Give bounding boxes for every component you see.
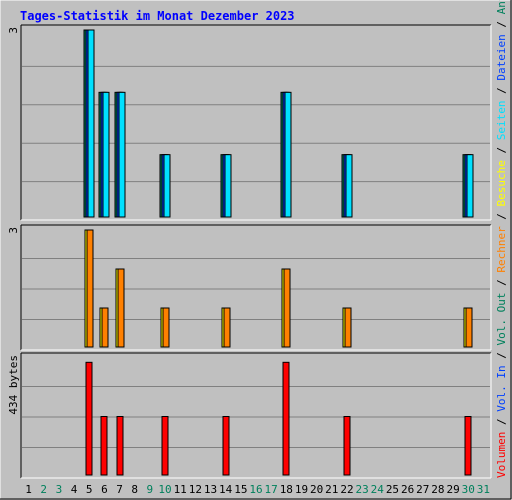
legend-entry: Seiten — [495, 100, 508, 140]
bar-seiten-day-30 — [466, 154, 474, 218]
x-tick-label: 4 — [71, 483, 78, 496]
x-tick-label: 9 — [147, 483, 154, 496]
x-tick-label: 18 — [280, 483, 293, 496]
x-tick-label: 22 — [340, 483, 353, 496]
bar-seiten-day-6 — [102, 91, 110, 218]
legend-separator: / — [495, 81, 508, 101]
bar-volumen-day-14 — [222, 416, 230, 476]
bar-seiten-day-18 — [284, 91, 292, 218]
legend-entry: Besuche — [495, 160, 508, 206]
panel-area — [21, 353, 491, 478]
panel-middle: 3 — [7, 224, 492, 351]
x-tick-label: 11 — [174, 483, 187, 496]
x-axis-day-labels: 1 2 3 4 5 6 7 8 9 10 11 12 13 14 15 16 17 18 19 20 21 22 23 24 2… — [25, 483, 490, 496]
x-tick-label: 15 — [234, 483, 247, 496]
x-tick-label: 27 — [416, 483, 429, 496]
bar-volumen-day-22 — [343, 416, 351, 476]
bar-rechner-day-7 — [117, 268, 125, 348]
panel-top: 3 — [7, 24, 492, 221]
bar-rechner-day-22 — [344, 307, 352, 348]
legend-separator: / — [495, 206, 508, 226]
bar-seiten-day-22 — [345, 154, 353, 218]
x-tick-label: 5 — [86, 483, 93, 496]
x-tick-label: 28 — [431, 483, 444, 496]
panel-bottom: 434 bytes — [7, 352, 492, 479]
bar-volumen-day-6 — [100, 416, 108, 476]
x-tick-label: 17 — [265, 483, 278, 496]
y-max-label: 434 bytes — [7, 355, 20, 415]
x-tick-label: 31 — [477, 483, 490, 496]
panel-area — [21, 225, 491, 350]
bar-volumen-day-5 — [85, 361, 93, 476]
bar-rechner-day-30 — [465, 307, 473, 348]
bar-volumen-day-18 — [282, 361, 290, 476]
chart-title: Tages-Statistik im Monat Dezember 2023 — [20, 9, 295, 23]
bar-seiten-day-7 — [118, 91, 126, 218]
legend-separator: / — [495, 140, 508, 160]
bar-rechner-day-6 — [101, 307, 109, 348]
legend-entry: Dateien — [495, 34, 508, 80]
legend-entry: Rechner — [495, 226, 508, 273]
x-tick-label: 13 — [204, 483, 217, 496]
legend-entry: Vol. Out — [495, 293, 508, 346]
legend-entry: Vol. In — [495, 365, 508, 411]
x-tick-label: 1 — [25, 483, 32, 496]
bar-seiten-day-5 — [87, 29, 95, 218]
x-tick-label: 8 — [131, 483, 138, 496]
legend-separator: / — [495, 14, 508, 34]
bar-volumen-day-10 — [161, 416, 169, 476]
x-tick-label: 19 — [295, 483, 308, 496]
x-tick-label: 12 — [189, 483, 202, 496]
legend-entry: Volumen — [495, 432, 508, 478]
legend-text: Volumen / Vol. In / Vol. Out / Rechner /… — [495, 0, 508, 478]
legend-entry: Anfragen — [495, 0, 508, 14]
bar-rechner-day-10 — [162, 307, 170, 348]
bar-seiten-day-10 — [163, 154, 171, 218]
x-tick-label: 3 — [56, 483, 63, 496]
bar-seiten-day-14 — [224, 154, 232, 218]
legend-separator: / — [495, 273, 508, 293]
bar-rechner-day-18 — [283, 268, 291, 348]
legend-separator: / — [495, 412, 508, 432]
x-tick-label: 2 — [40, 483, 47, 496]
x-tick-label: 26 — [401, 483, 414, 496]
y-max-label: 3 — [7, 227, 20, 234]
x-tick-label: 25 — [386, 483, 399, 496]
x-tick-label: 30 — [462, 483, 475, 496]
x-tick-label: 6 — [101, 483, 108, 496]
x-tick-label: 10 — [158, 483, 171, 496]
bar-rechner-day-14 — [223, 307, 231, 348]
bar-volumen-day-30 — [464, 416, 472, 476]
right-legend: Volumen / Vol. In / Vol. Out / Rechner /… — [495, 0, 508, 478]
bar-rechner-day-5 — [86, 229, 94, 348]
legend-separator: / — [495, 346, 508, 366]
y-max-label: 3 — [7, 27, 20, 34]
x-tick-label: 20 — [310, 483, 323, 496]
chart-panels: 3 3 434 bytes — [7, 24, 492, 479]
x-tick-label: 16 — [249, 483, 262, 496]
bar-volumen-day-7 — [116, 416, 124, 476]
x-tick-label: 29 — [446, 483, 459, 496]
x-tick-label: 24 — [371, 483, 385, 496]
x-tick-label: 21 — [325, 483, 338, 496]
x-tick-label: 23 — [356, 483, 369, 496]
x-tick-label: 14 — [219, 483, 233, 496]
x-tick-label: 7 — [116, 483, 123, 496]
